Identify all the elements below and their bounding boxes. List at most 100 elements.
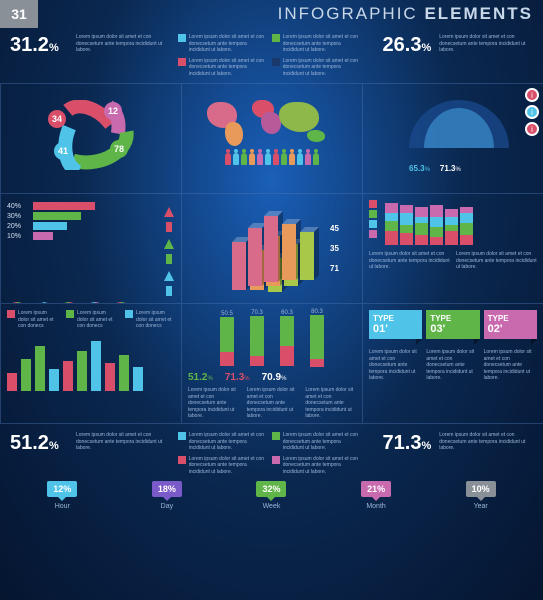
horizontal-bars: 40% 30% 20% 10% (7, 200, 157, 296)
greenred-cell: 50.570.360.380.3 51.2%71.3%70.9% Lorem i… (181, 303, 362, 423)
diverging-bars: 50.570.360.380.3 (188, 310, 356, 366)
person-icon (233, 153, 239, 165)
info-icon: i (525, 88, 539, 102)
vbar (133, 367, 143, 391)
stack-column (415, 207, 428, 245)
grid-row-2: 40%30%20%10% 20.840.020.020.031.1 453571… (0, 193, 543, 303)
top-right-desc: Lorem ipsum dolor sit amet et con donecs… (439, 34, 533, 54)
top-left-desc: Lorem ipsum dolor sit amet et con donecs… (76, 34, 170, 54)
iso-bar (248, 228, 262, 286)
bell-icons: iii (525, 88, 539, 136)
arrows (163, 200, 175, 296)
pct-value: 70.9% (262, 372, 287, 383)
legend-item: Lorem ipsum dolor sit amet et con donecs… (272, 456, 362, 476)
donut-cell: 34127841 (0, 83, 181, 193)
worldmap-cell (181, 83, 362, 193)
timeline-item: 32%.tl-bubble[style*='#5fb548']::after{b… (256, 481, 286, 510)
continent (279, 102, 319, 132)
stack-column (460, 207, 473, 245)
type-panel: TYPE02'Lorem ipsum dolor sit amet et con… (484, 310, 537, 382)
continent (225, 122, 243, 146)
type-panel: TYPE01'Lorem ipsum dolor sit amet et con… (369, 310, 422, 382)
person-icon (257, 153, 263, 165)
iso-bar (300, 232, 314, 280)
donut-label: 78 (110, 140, 128, 158)
person-icon (297, 153, 303, 165)
iso-label: 45 (330, 224, 339, 233)
stacked-bars (385, 200, 473, 245)
arrow-up-icon (163, 204, 175, 232)
pct-value: 51.2% (188, 372, 213, 383)
vbar (119, 355, 129, 391)
vbar (35, 346, 45, 391)
diverge-col: 60.3 (280, 310, 294, 366)
legend-swatch (369, 210, 377, 218)
continent (261, 112, 281, 134)
info-icon: i (525, 122, 539, 136)
hbar: 10% (7, 232, 157, 240)
legend-item: Lorem ipsum dolor sit amet et con donecs… (178, 34, 268, 54)
legend-item: Lorem ipsum dolor sit amet et con donecs… (178, 456, 268, 476)
vbar (7, 373, 17, 391)
top-right-pct: 26.3% (373, 34, 431, 57)
vbar (21, 359, 31, 391)
header: 31 INFOGRAPHIC ELEMENTS (0, 0, 543, 28)
iso3d-cell: 453571 (181, 193, 362, 303)
pct-line: 51.2% 71.3% 70.9% (188, 372, 356, 383)
legend-item: Lorem ipsum dolor sit amet et con donecs… (272, 432, 362, 452)
stacked-cell: Lorem ipsum dolor sit amet et con donecs… (362, 193, 543, 303)
bell-curve (409, 98, 509, 148)
bottom-legend: Lorem ipsum dolor sit amet et con donecs… (178, 432, 366, 475)
bottom-right-pct: 71.3% (373, 432, 431, 455)
vbar (49, 369, 59, 391)
timeline-item: 12%.tl-bubble[style*='#4fc3e8']::after{b… (47, 481, 77, 510)
diverge-col: 70.3 (250, 310, 264, 366)
timeline-item: 10%.tl-bubble[style*='#8a9098']::after{b… (466, 481, 496, 510)
iso-bar (232, 242, 246, 290)
bell-cell: iii 65.3%71.3% (362, 83, 543, 193)
vbar (77, 351, 87, 391)
diverge-col: 80.3 (310, 309, 324, 367)
vbar (91, 341, 101, 391)
stack-column (430, 205, 443, 245)
hbar: 40% (7, 202, 157, 210)
bell-value: 65.3% (409, 164, 430, 173)
legend-swatch (369, 230, 377, 238)
legend-item: Lorem ipsum dolor sit amet et con donecs… (178, 432, 268, 452)
type-panels: TYPE01'Lorem ipsum dolor sit amet et con… (369, 310, 537, 382)
hbars-cell: 40%30%20%10% 20.840.020.020.031.1 (0, 193, 181, 303)
stack-column (400, 205, 413, 245)
iso-bar (264, 216, 278, 282)
legend-item: Lorem ipsum dolor sit amet et con donecs… (272, 34, 362, 54)
arrow-up-icon (163, 236, 175, 264)
person-icon (289, 153, 295, 165)
top-legend: Lorem ipsum dolor sit amet et con donecs… (178, 34, 366, 77)
pct-value: 71.3% (225, 372, 250, 383)
vbars-cell: Lorem ipsum dolor sit amet et con donecs… (0, 303, 181, 423)
person-icon (313, 153, 319, 165)
hbar: 30% (7, 212, 157, 220)
legend-item: Lorem ipsum dolor sit amet et con donecs… (178, 58, 268, 78)
donut-label: 12 (104, 102, 122, 120)
timeline-item: 18%.tl-bubble[style*='#7a5ac8']::after{b… (152, 481, 182, 510)
person-icon (273, 153, 279, 165)
hbar: 20% (7, 222, 157, 230)
world-map (197, 94, 347, 149)
vertical-bars (7, 336, 175, 391)
types-cell: TYPE01'Lorem ipsum dolor sit amet et con… (362, 303, 543, 423)
legend-swatch (369, 200, 377, 208)
header-title: INFOGRAPHIC ELEMENTS (38, 4, 543, 24)
person-icon (249, 153, 255, 165)
donut-chart: 34127841 (46, 100, 136, 170)
donut-label: 34 (48, 110, 66, 128)
person-icon (281, 153, 287, 165)
timeline-item: 21%.tl-bubble[style*='#c96aae']::after{b… (361, 481, 391, 510)
iso-label: 71 (330, 264, 339, 273)
iso-bar (282, 224, 296, 280)
top-left-pct: 31.2% (10, 34, 68, 57)
grid-row-1: 34127841 iii 65.3%71.3% (0, 83, 543, 193)
bottom-left-pct: 51.2% (10, 432, 68, 455)
arrow-up-icon (163, 268, 175, 296)
info-icon: i (525, 105, 539, 119)
stack-column (385, 203, 398, 245)
